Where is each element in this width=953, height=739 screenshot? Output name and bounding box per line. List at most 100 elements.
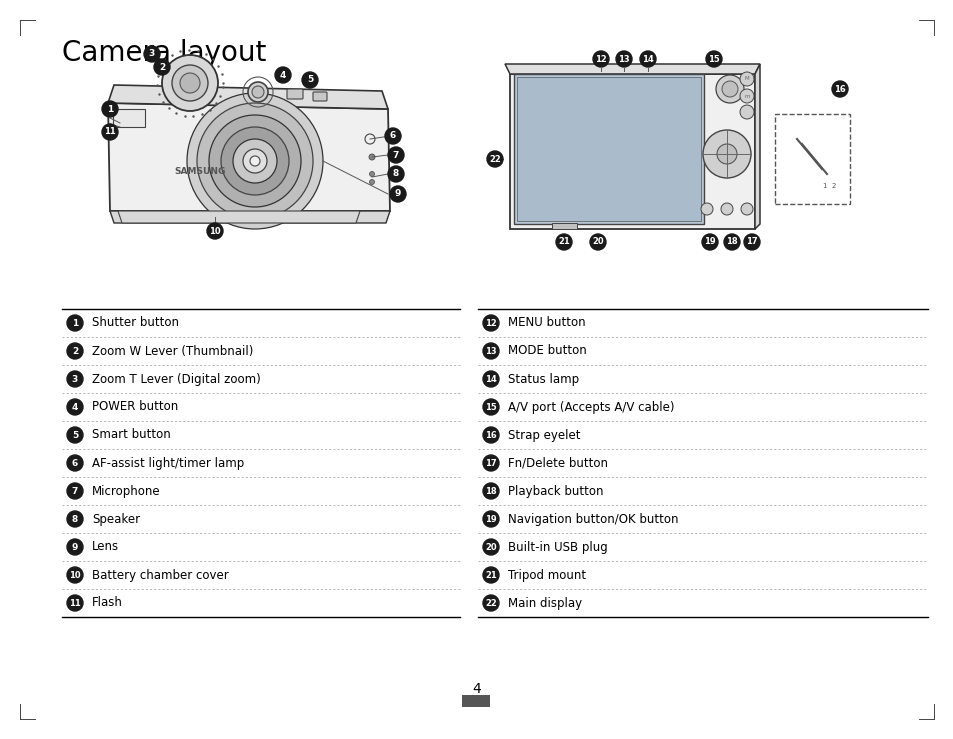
Text: 13: 13 xyxy=(618,55,629,64)
Text: 20: 20 xyxy=(485,542,497,551)
Circle shape xyxy=(67,343,83,359)
Text: 15: 15 xyxy=(707,55,720,64)
Circle shape xyxy=(717,144,737,164)
Circle shape xyxy=(67,567,83,583)
Circle shape xyxy=(721,81,738,97)
Circle shape xyxy=(743,234,760,250)
Circle shape xyxy=(482,539,498,555)
Circle shape xyxy=(102,101,118,117)
Polygon shape xyxy=(108,85,388,109)
Text: 11: 11 xyxy=(69,599,81,607)
Circle shape xyxy=(740,203,752,215)
Text: M: M xyxy=(744,77,748,81)
Text: 14: 14 xyxy=(485,375,497,384)
Text: 11: 11 xyxy=(104,128,115,137)
Circle shape xyxy=(365,134,375,144)
Circle shape xyxy=(252,86,264,98)
Text: 6: 6 xyxy=(390,132,395,140)
Circle shape xyxy=(67,483,83,499)
Circle shape xyxy=(153,59,170,75)
Bar xyxy=(774,114,849,204)
Text: 16: 16 xyxy=(833,84,845,94)
Circle shape xyxy=(639,51,656,67)
Text: 21: 21 xyxy=(558,237,569,247)
Text: Status lamp: Status lamp xyxy=(507,372,578,386)
FancyBboxPatch shape xyxy=(313,92,327,101)
Circle shape xyxy=(274,67,291,83)
Text: 18: 18 xyxy=(725,237,737,247)
Circle shape xyxy=(243,149,267,173)
Circle shape xyxy=(67,371,83,387)
Circle shape xyxy=(302,72,317,88)
Circle shape xyxy=(67,427,83,443)
Text: 7: 7 xyxy=(393,151,398,160)
Circle shape xyxy=(482,567,498,583)
Text: 9: 9 xyxy=(71,542,78,551)
Text: 10: 10 xyxy=(70,571,81,579)
Text: Shutter button: Shutter button xyxy=(91,316,179,330)
Circle shape xyxy=(482,399,498,415)
Circle shape xyxy=(705,51,721,67)
Circle shape xyxy=(482,371,498,387)
Circle shape xyxy=(67,315,83,331)
Text: SAMSUNG: SAMSUNG xyxy=(174,166,226,175)
Bar xyxy=(514,74,703,224)
Bar xyxy=(552,223,577,229)
Text: MENU button: MENU button xyxy=(507,316,585,330)
FancyBboxPatch shape xyxy=(287,89,303,99)
Circle shape xyxy=(67,595,83,611)
Circle shape xyxy=(556,234,572,250)
Circle shape xyxy=(616,51,631,67)
Text: Navigation button/OK button: Navigation button/OK button xyxy=(507,513,678,525)
Circle shape xyxy=(187,93,323,229)
Text: 4: 4 xyxy=(472,682,481,696)
Text: 14: 14 xyxy=(641,55,653,64)
Text: 3: 3 xyxy=(149,50,155,58)
Circle shape xyxy=(67,455,83,471)
Circle shape xyxy=(180,73,200,93)
Text: m: m xyxy=(743,94,749,98)
Circle shape xyxy=(482,483,498,499)
Text: 12: 12 xyxy=(485,319,497,327)
Text: 16: 16 xyxy=(485,431,497,440)
Circle shape xyxy=(482,343,498,359)
Circle shape xyxy=(716,75,743,103)
Text: 12: 12 xyxy=(595,55,606,64)
Polygon shape xyxy=(108,103,390,211)
Circle shape xyxy=(589,234,605,250)
Circle shape xyxy=(388,147,403,163)
Circle shape xyxy=(233,139,276,183)
Circle shape xyxy=(67,511,83,527)
Polygon shape xyxy=(118,211,359,223)
Text: A/V port (Accepts A/V cable): A/V port (Accepts A/V cable) xyxy=(507,401,674,414)
Circle shape xyxy=(196,103,313,219)
Text: Fn/Delete button: Fn/Delete button xyxy=(507,457,607,469)
Text: 8: 8 xyxy=(71,514,78,523)
Text: Camera layout: Camera layout xyxy=(62,39,266,67)
Text: Tripod mount: Tripod mount xyxy=(507,568,585,582)
Text: Strap eyelet: Strap eyelet xyxy=(507,429,579,441)
Circle shape xyxy=(207,223,223,239)
Text: 19: 19 xyxy=(703,237,715,247)
Text: 4: 4 xyxy=(71,403,78,412)
Text: 7: 7 xyxy=(71,486,78,496)
Circle shape xyxy=(67,539,83,555)
Text: 17: 17 xyxy=(745,237,757,247)
Circle shape xyxy=(482,427,498,443)
Circle shape xyxy=(740,72,753,86)
Text: 15: 15 xyxy=(485,403,497,412)
Text: 1: 1 xyxy=(107,104,113,114)
Text: 5: 5 xyxy=(71,431,78,440)
Circle shape xyxy=(209,115,301,207)
Text: 18: 18 xyxy=(485,486,497,496)
Text: 4: 4 xyxy=(279,70,286,80)
Text: Playback button: Playback button xyxy=(507,485,603,497)
Circle shape xyxy=(482,315,498,331)
Circle shape xyxy=(701,234,718,250)
Circle shape xyxy=(369,171,375,177)
Text: Lens: Lens xyxy=(91,540,119,554)
Text: Battery chamber cover: Battery chamber cover xyxy=(91,568,229,582)
Text: 1: 1 xyxy=(71,319,78,327)
Text: Zoom T Lever (Digital zoom): Zoom T Lever (Digital zoom) xyxy=(91,372,260,386)
Circle shape xyxy=(740,105,753,119)
